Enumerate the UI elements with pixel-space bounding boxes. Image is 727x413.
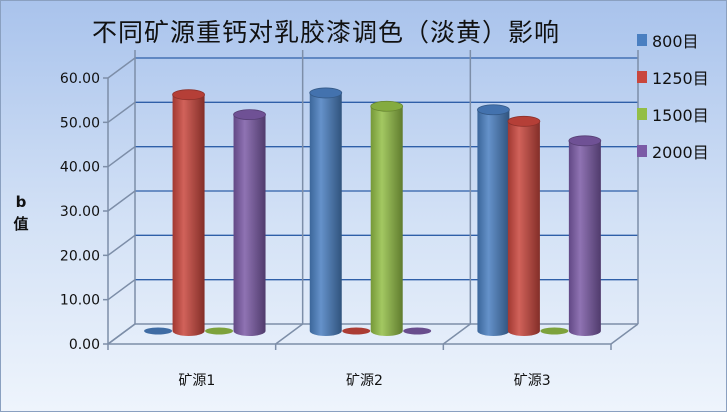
legend: 800目 1250目 1500目 2000目 <box>637 21 709 169</box>
floor-divider <box>610 323 639 345</box>
x-tick-label: 矿源1 <box>178 373 215 389</box>
bar-1250目-矿源1 <box>172 94 205 336</box>
legend-label: 1250目 <box>652 68 709 88</box>
y-tick-label: 30.00 <box>60 204 100 220</box>
floor-divider <box>442 323 471 345</box>
side-wall-gridline <box>107 190 136 212</box>
bar-top <box>568 135 602 147</box>
bar-top <box>370 100 404 112</box>
y-axis-label: b值 <box>13 193 29 233</box>
side-wall-gridline <box>107 234 136 256</box>
legend-swatch <box>637 70 647 83</box>
bar-top <box>507 115 541 127</box>
x-tick-label: 矿源2 <box>346 373 383 389</box>
bar-800目-矿源1 <box>144 327 173 335</box>
side-wall-gridline <box>107 146 136 168</box>
legend-label: 2000目 <box>652 142 709 162</box>
bar-2000目-矿源2 <box>403 327 432 335</box>
bar-top <box>172 89 205 101</box>
legend-item: 2000目 <box>637 132 709 169</box>
side-wall-gridline <box>107 279 136 301</box>
legend-swatch <box>637 33 647 46</box>
bar-800目-矿源3 <box>477 109 510 336</box>
bar-top <box>309 87 343 99</box>
legend-item: 1250目 <box>637 58 709 95</box>
bar-1250目-矿源2 <box>342 327 371 335</box>
floor-divider <box>107 323 136 345</box>
bar-800目-矿源2 <box>309 92 342 337</box>
legend-item: 800目 <box>637 21 709 58</box>
legend-swatch <box>637 107 647 120</box>
bar-1500目-矿源1 <box>205 327 234 335</box>
legend-label: 1500目 <box>652 105 709 125</box>
x-tick-label: 矿源3 <box>514 373 551 389</box>
side-wall-gridline <box>107 57 136 79</box>
bar-2000目-矿源1 <box>233 114 266 336</box>
legend-swatch <box>637 144 647 157</box>
y-tick-label: 0.00 <box>69 337 100 353</box>
legend-label: 800目 <box>652 31 699 51</box>
bar-1500目-矿源2 <box>370 106 403 336</box>
side-wall-gridline <box>107 101 136 123</box>
y-tick-label: 50.00 <box>60 115 100 131</box>
bar-2000目-矿源3 <box>568 140 601 336</box>
bar-top <box>233 109 266 121</box>
legend-item: 1500目 <box>637 95 709 132</box>
bar-1250目-矿源3 <box>507 121 540 336</box>
y-tick-label: 20.00 <box>60 248 100 264</box>
y-tick-label: 10.00 <box>60 293 100 309</box>
bar-1500目-矿源3 <box>540 327 569 335</box>
floor-divider <box>275 323 304 345</box>
chart-title: 不同矿源重钙对乳胶漆调色（淡黄）影响 <box>91 18 560 47</box>
y-tick-label: 40.00 <box>60 160 100 176</box>
bar-top <box>477 104 510 116</box>
y-tick-label: 60.00 <box>60 71 100 87</box>
